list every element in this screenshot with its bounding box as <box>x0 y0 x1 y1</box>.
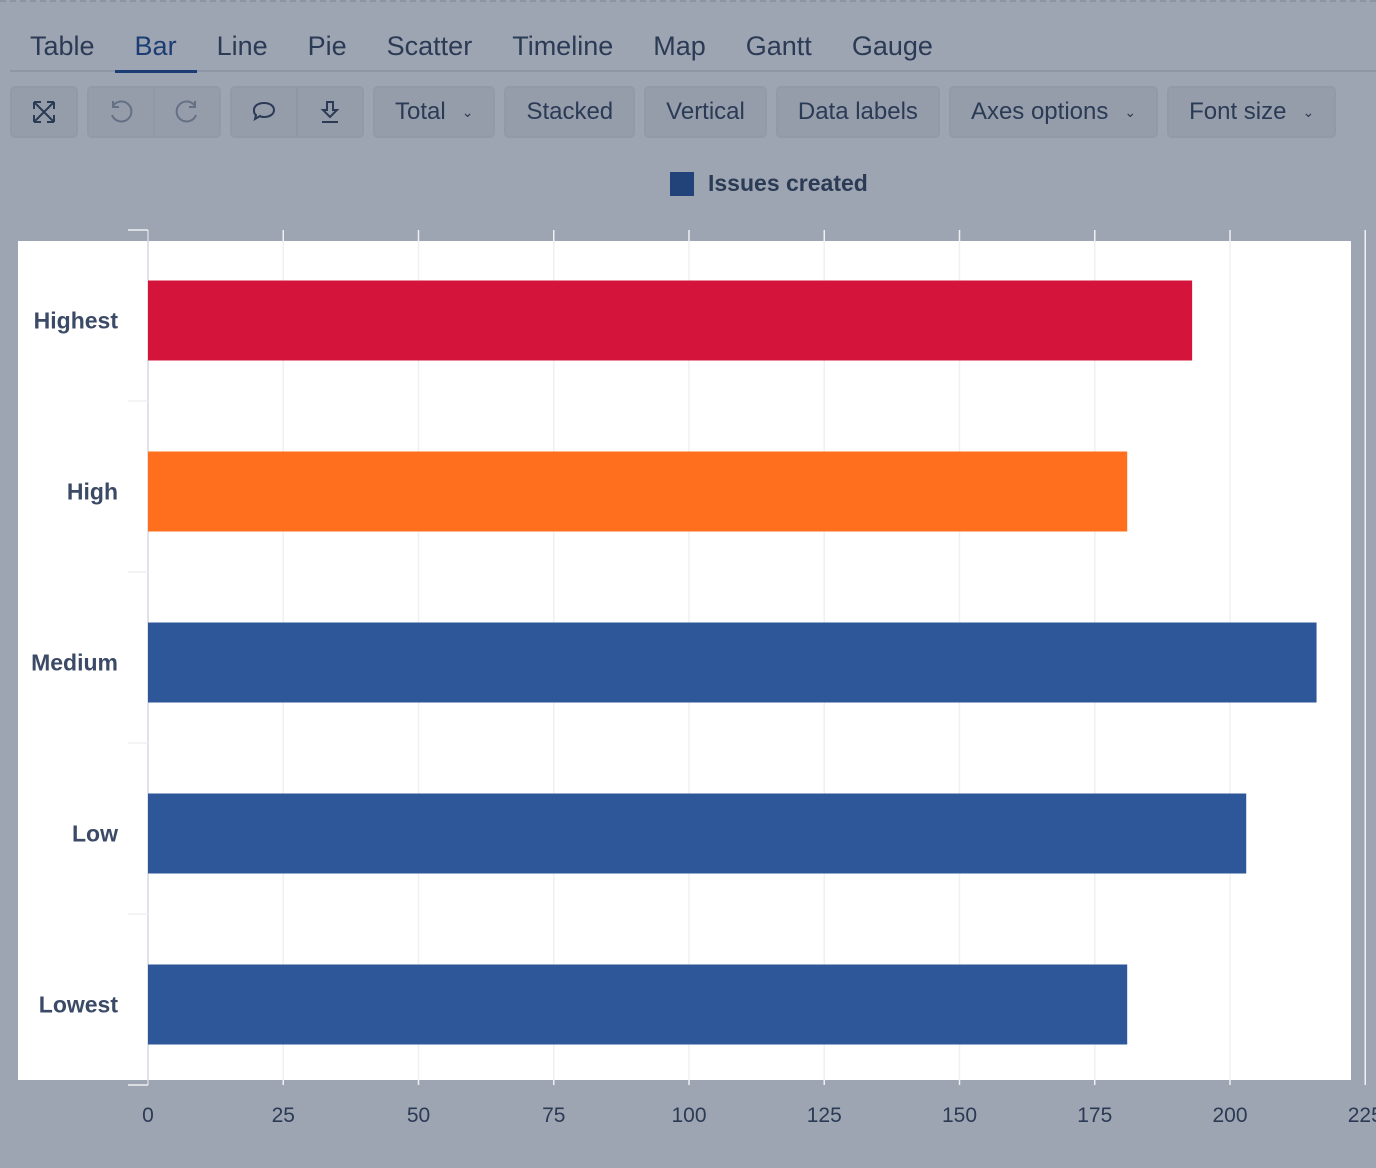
y-category-label: Highest <box>34 308 119 334</box>
comment-button[interactable] <box>232 88 296 136</box>
axes-options-group: Axes options ⌄ <box>948 86 1159 138</box>
undo-button[interactable] <box>89 88 153 136</box>
x-tick-label: 150 <box>942 1104 977 1127</box>
total-dropdown[interactable]: Total ⌄ <box>375 88 493 136</box>
bar-medium <box>148 622 1317 703</box>
tab-pie[interactable]: Pie <box>307 31 347 61</box>
tab-bar[interactable]: Bar <box>114 22 197 73</box>
y-category-label: Medium <box>31 650 118 676</box>
vertical-button[interactable]: Vertical <box>666 98 745 125</box>
y-category-label: Lowest <box>39 992 119 1018</box>
bar-high <box>148 451 1128 532</box>
bar-lowest <box>148 964 1128 1045</box>
x-tick-label: 175 <box>1077 1104 1112 1127</box>
x-tick-label: 25 <box>272 1104 295 1127</box>
stacked-button[interactable]: Stacked <box>526 98 614 125</box>
chart-legend[interactable]: Issues created <box>670 170 868 197</box>
x-tick-label: 125 <box>807 1104 842 1127</box>
y-category-label: High <box>67 479 118 505</box>
fullscreen-group <box>10 86 78 138</box>
tab-timeline[interactable]: Timeline <box>512 31 614 61</box>
comment-icon <box>252 101 276 122</box>
expand-icon <box>33 101 55 123</box>
redo-button[interactable] <box>153 88 219 136</box>
data-labels-group: Data labels <box>775 86 940 138</box>
y-category-label: Low <box>72 821 118 847</box>
tab-scatter[interactable]: Scatter <box>386 31 473 61</box>
x-tick-label: 0 <box>142 1104 154 1127</box>
tab-gauge[interactable]: Gauge <box>851 31 933 61</box>
chart-type-tabs: Table Bar Line Pie Scatter Timeline Map Gantt Ga… <box>10 22 1376 73</box>
tab-table[interactable]: Table <box>30 31 95 61</box>
data-labels-button[interactable]: Data labels <box>797 98 918 125</box>
chevron-down-icon: ⌄ <box>1302 103 1315 120</box>
tab-line[interactable]: Line <box>216 31 268 61</box>
bar-low <box>148 793 1247 874</box>
stacked-group: Stacked <box>504 86 636 138</box>
share-group <box>230 86 364 138</box>
font-size-group: Font size ⌄ <box>1167 86 1337 138</box>
vertical-group: Vertical <box>644 86 767 138</box>
x-tick-label: 100 <box>671 1104 706 1127</box>
history-group <box>87 86 221 138</box>
total-label: Total <box>395 98 446 125</box>
font-size-dropdown[interactable]: Font size ⌄ <box>1169 88 1334 136</box>
tab-gantt[interactable]: Gantt <box>745 31 812 61</box>
axes-options-dropdown[interactable]: Axes options ⌄ <box>951 88 1156 136</box>
legend-label: Issues created <box>708 170 868 196</box>
x-tick-label: 50 <box>407 1104 430 1127</box>
download-button[interactable] <box>296 88 362 136</box>
chevron-down-icon: ⌄ <box>1124 103 1137 120</box>
total-dropdown-group: Total ⌄ <box>373 86 496 138</box>
toolbar: Total ⌄ Stacked Vertical Data labels Axes… <box>10 86 1337 138</box>
download-icon <box>320 101 340 123</box>
bar-highest <box>148 280 1193 361</box>
chevron-down-icon: ⌄ <box>461 103 474 120</box>
x-tick-label: 200 <box>1212 1104 1247 1127</box>
axes-options-label: Axes options <box>970 98 1109 125</box>
undo-icon <box>111 100 133 123</box>
expand-button[interactable] <box>12 88 76 136</box>
redo-icon <box>175 100 197 123</box>
x-tick-label: 75 <box>542 1104 565 1127</box>
tab-map[interactable]: Map <box>653 31 706 61</box>
font-size-label: Font size <box>1189 98 1287 125</box>
top-border <box>0 0 1376 2</box>
x-tick-label: 225 <box>1348 1104 1376 1127</box>
legend-swatch <box>670 171 694 196</box>
